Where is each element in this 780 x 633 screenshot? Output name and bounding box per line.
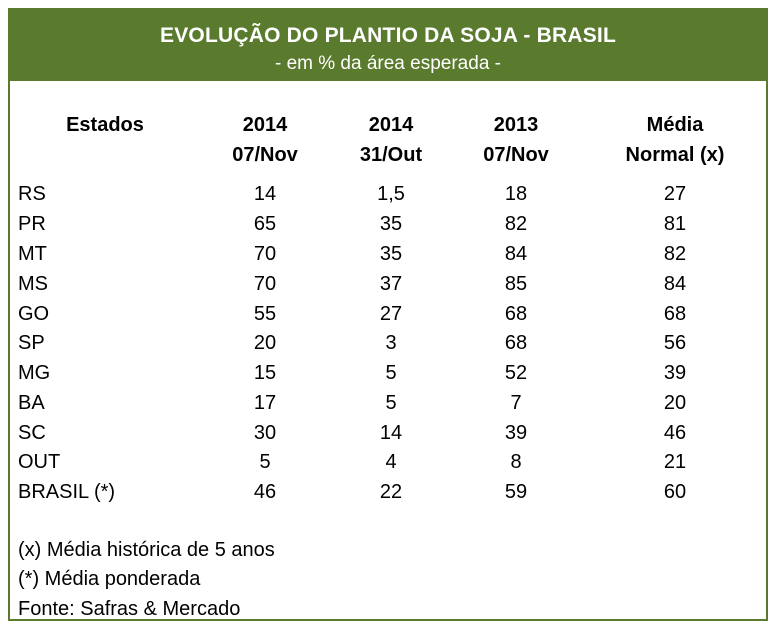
header-media-normal: Média Normal (x) bbox=[610, 110, 740, 170]
row-value-2013-nov: 82 bbox=[504, 213, 528, 235]
row-value-media: 56 bbox=[663, 332, 687, 354]
row-value-2013-nov: 8 bbox=[510, 451, 522, 473]
row-value-2014-nov: 20 bbox=[253, 332, 277, 354]
header-estados: Estados bbox=[40, 110, 170, 140]
row-value-2014-out: 35 bbox=[379, 213, 403, 235]
row-value-media: 27 bbox=[663, 183, 687, 205]
row-value-media: 68 bbox=[663, 303, 687, 325]
row-state: BA bbox=[18, 392, 45, 414]
row-value-media: 39 bbox=[663, 362, 687, 384]
row-state: MS bbox=[18, 273, 48, 295]
row-value-2014-out: 35 bbox=[379, 243, 403, 265]
row-value-2014-out: 1,5 bbox=[377, 183, 405, 205]
header-estados-label: Estados bbox=[66, 114, 144, 136]
row-value-2014-nov: 65 bbox=[253, 213, 277, 235]
row-value-2014-nov: 70 bbox=[253, 273, 277, 295]
row-state: SP bbox=[18, 332, 45, 354]
header-2014-out: 2014 31/Out bbox=[336, 110, 446, 170]
row-value-2014-out: 22 bbox=[379, 481, 403, 503]
row-state: GO bbox=[18, 303, 50, 325]
header-media-label: Média bbox=[646, 114, 704, 136]
row-value-2014-out: 14 bbox=[379, 422, 403, 444]
header-normal-label: Normal (x) bbox=[625, 144, 725, 166]
table-title: EVOLUÇÃO DO PLANTIO DA SOJA - BRASIL bbox=[160, 24, 616, 47]
row-value-media: 82 bbox=[663, 243, 687, 265]
header-2014-nov-date: 07/Nov bbox=[232, 144, 298, 166]
row-value-2014-out: 27 bbox=[379, 303, 403, 325]
header-2014-nov: 2014 07/Nov bbox=[210, 110, 320, 170]
row-value-2014-nov: 30 bbox=[253, 422, 277, 444]
row-value-media: 21 bbox=[663, 451, 687, 473]
header-2013-nov-year: 2013 bbox=[493, 114, 539, 136]
row-value-media: 60 bbox=[663, 481, 687, 503]
row-state: MT bbox=[18, 243, 47, 265]
row-value-2014-nov: 70 bbox=[253, 243, 277, 265]
table-frame: EVOLUÇÃO DO PLANTIO DA SOJA - BRASIL - e… bbox=[8, 8, 768, 621]
row-value-2013-nov: 68 bbox=[504, 332, 528, 354]
row-state: OUT bbox=[18, 451, 61, 473]
row-value-2013-nov: 68 bbox=[504, 303, 528, 325]
row-value-2014-out: 37 bbox=[379, 273, 403, 295]
title-banner: EVOLUÇÃO DO PLANTIO DA SOJA - BRASIL - e… bbox=[10, 10, 766, 81]
footnote-media-ponderada: (*) Média ponderada bbox=[18, 568, 201, 590]
row-state: PR bbox=[18, 213, 46, 235]
header-2014-out-date: 31/Out bbox=[359, 144, 423, 166]
footnote-media-historica: (x) Média histórica de 5 anos bbox=[18, 539, 275, 561]
row-value-2013-nov: 18 bbox=[504, 183, 528, 205]
header-2013-nov: 2013 07/Nov bbox=[461, 110, 571, 170]
row-state: RS bbox=[18, 183, 46, 205]
table-subtitle: - em % da área esperada - bbox=[274, 53, 501, 74]
row-value-2014-nov: 14 bbox=[253, 183, 277, 205]
header-2014-out-year: 2014 bbox=[368, 114, 414, 136]
row-state-total: BRASIL (*) bbox=[18, 481, 116, 503]
row-value-2014-nov: 17 bbox=[253, 392, 277, 414]
row-value-media: 46 bbox=[663, 422, 687, 444]
row-value-2014-nov: 55 bbox=[253, 303, 277, 325]
row-state: SC bbox=[18, 422, 46, 444]
row-value-2014-nov: 15 bbox=[253, 362, 277, 384]
footnote-fonte: Fonte: Safras & Mercado bbox=[18, 598, 241, 620]
header-2014-nov-year: 2014 bbox=[242, 114, 288, 136]
row-value-2013-nov: 52 bbox=[504, 362, 528, 384]
row-value-2014-out: 4 bbox=[385, 451, 397, 473]
row-value-media: 81 bbox=[663, 213, 687, 235]
header-2013-nov-date: 07/Nov bbox=[483, 144, 549, 166]
row-state: MG bbox=[18, 362, 51, 384]
row-value-2014-out: 3 bbox=[385, 332, 397, 354]
row-value-2014-nov: 46 bbox=[253, 481, 277, 503]
row-value-2014-out: 5 bbox=[385, 392, 397, 414]
row-value-2014-nov: 5 bbox=[259, 451, 271, 473]
row-value-media: 84 bbox=[663, 273, 687, 295]
row-value-2013-nov: 59 bbox=[504, 481, 528, 503]
row-value-2013-nov: 85 bbox=[504, 273, 528, 295]
row-value-2013-nov: 39 bbox=[504, 422, 528, 444]
row-value-2013-nov: 7 bbox=[510, 392, 522, 414]
row-value-2013-nov: 84 bbox=[504, 243, 528, 265]
row-value-2014-out: 5 bbox=[385, 362, 397, 384]
row-value-media: 20 bbox=[663, 392, 687, 414]
